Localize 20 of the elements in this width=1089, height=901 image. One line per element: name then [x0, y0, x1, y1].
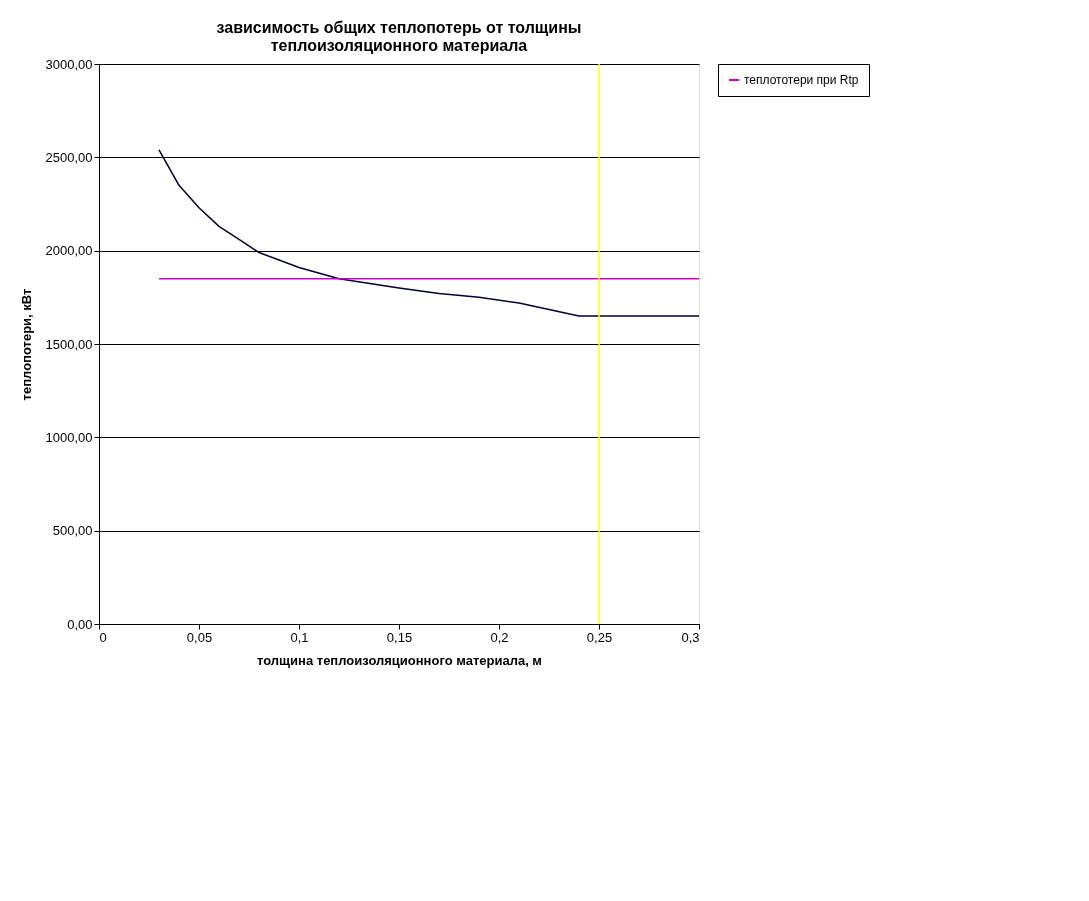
- x-tick-label: 0: [99, 629, 107, 645]
- y-tick-label: 2000,00: [45, 243, 93, 259]
- y-axis-title: теплопотери, кВт: [18, 288, 34, 401]
- y-tick-label: 2500,00: [45, 149, 93, 165]
- y-tick-label: 0,00: [67, 616, 93, 632]
- y-tick-label: 3000,00: [45, 56, 93, 72]
- line-series: [158, 149, 700, 317]
- text: теплоизоляционного материала: [270, 37, 528, 54]
- x-tick-label: 0,3: [681, 629, 700, 645]
- x-tick-label: 0,25: [586, 629, 613, 645]
- x-tick-label: 0,2: [490, 629, 509, 645]
- x-axis-title: толщина теплоизоляционного материала, м: [257, 652, 542, 668]
- y-tick-label: 500,00: [52, 523, 93, 539]
- x-tick-label: 0,1: [290, 629, 309, 645]
- y-tick-label: 1000,00: [45, 429, 93, 445]
- x-tick-label: 0,15: [386, 629, 413, 645]
- x-tick-label: 0,05: [186, 629, 213, 645]
- y-tick-label: 1500,00: [45, 336, 93, 352]
- legend-label: теплототери при Rtp: [744, 73, 859, 87]
- text: зависимость общих теплопотерь от толщины: [216, 19, 582, 36]
